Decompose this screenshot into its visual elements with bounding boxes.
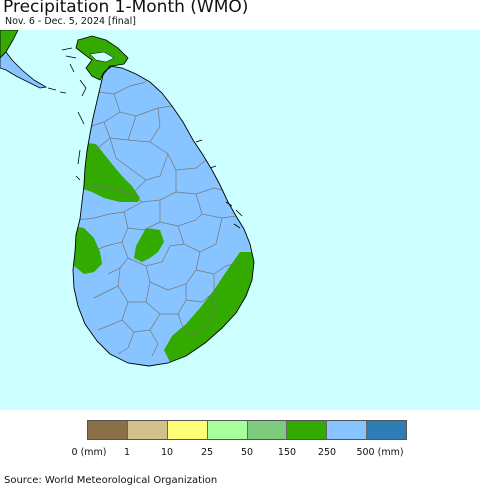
adams-bridge-islets: [47, 87, 67, 94]
india-peninsula: [0, 51, 48, 89]
zone-west-coast: [73, 226, 102, 274]
legend-swatch-5: [287, 421, 328, 439]
legend-swatch-2: [167, 421, 208, 439]
legend-tick-5: 150: [277, 447, 297, 458]
legend-swatch-1: [127, 421, 168, 439]
legend-tick-2: 10: [160, 447, 174, 458]
mannar-islets: [61, 47, 87, 181]
zone-northwest: [80, 142, 140, 202]
legend-tick-4: 50: [240, 447, 254, 458]
zone-central: [134, 228, 164, 262]
legend-colorbar: [87, 420, 407, 440]
legend-swatch-7: [367, 421, 406, 439]
legend-swatch-6: [327, 421, 368, 439]
precipitation-map: [0, 30, 480, 410]
east-coast-lagoons: [195, 139, 243, 229]
sri-lanka-island: [73, 66, 254, 366]
source-credit: Source: World Meteorological Organizatio…: [4, 475, 218, 486]
india-landmass: [0, 30, 19, 59]
district-boundaries: [77, 81, 241, 357]
jaffna-lagoon: [89, 51, 115, 63]
map-title: Precipitation 1-Month (WMO): [3, 0, 249, 17]
legend-swatch-4: [247, 421, 288, 439]
legend-tick-3: 25: [200, 447, 214, 458]
sri-lanka-coastline: [72, 65, 255, 367]
legend-swatch-0: [88, 421, 128, 439]
zone-southeast: [164, 252, 254, 362]
class-150-250-zones: [73, 142, 254, 362]
legend: 0 (mm) 1 10 25 50 150 250 500 (mm): [0, 418, 480, 466]
ocean: [0, 30, 480, 410]
map-subtitle: Nov. 6 - Dec. 5, 2024 [final]: [5, 16, 136, 27]
legend-swatch-3: [207, 421, 248, 439]
legend-tick-0: 0 (mm): [71, 447, 107, 458]
legend-tick-6: 250: [317, 447, 337, 458]
legend-tick-7: 500 (mm): [356, 447, 404, 458]
legend-tick-1: 1: [123, 447, 131, 458]
